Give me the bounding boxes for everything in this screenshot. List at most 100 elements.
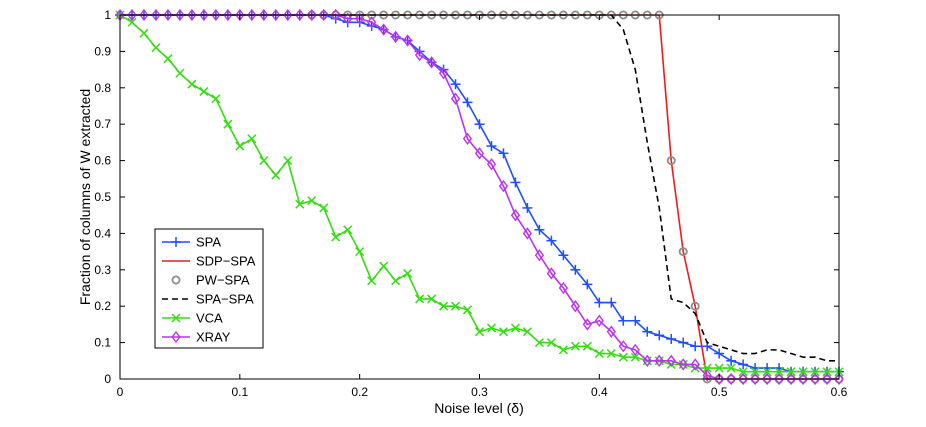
data-point-xray <box>426 56 437 69</box>
data-point-xray <box>558 281 569 295</box>
data-point-vca <box>702 363 712 373</box>
data-point-pw-spa <box>678 247 688 257</box>
data-point-xray <box>283 8 293 22</box>
data-point-xray <box>211 8 221 22</box>
data-point-vca <box>451 301 461 311</box>
data-point-pw-spa <box>690 301 700 311</box>
legend-item-sdp-spa: SDP−SPA <box>162 254 256 269</box>
legend-item-pw-spa: PW−SPA <box>171 273 250 288</box>
data-point-spa <box>594 297 605 308</box>
data-point-xray <box>762 372 772 386</box>
data-point-vca <box>403 268 413 278</box>
data-point-spa <box>570 264 581 275</box>
data-point-xray <box>355 12 365 25</box>
data-point-spa <box>582 279 593 290</box>
data-point-xray <box>642 354 652 367</box>
legend-label: XRAY <box>196 330 231 345</box>
data-point-xray <box>702 369 712 382</box>
data-point-spa <box>546 235 557 246</box>
data-point-xray <box>570 300 580 313</box>
data-point-spa <box>474 119 485 130</box>
x-tick-label: 0.4 <box>591 385 608 399</box>
data-point-vca <box>462 305 473 315</box>
data-point-xray <box>474 147 485 160</box>
x-tick-label: 0.3 <box>471 385 488 399</box>
y-tick-label: 0.3 <box>94 263 111 277</box>
data-point-spa <box>498 148 509 159</box>
data-point-vca <box>211 94 221 104</box>
data-point-vca <box>271 170 281 180</box>
legend-marker <box>171 275 181 285</box>
data-point-spa <box>558 250 569 261</box>
legend-label: SDP−SPA <box>196 254 256 269</box>
data-point-spa <box>486 141 497 152</box>
data-point-vca <box>474 327 485 337</box>
data-point-vca <box>187 79 197 89</box>
data-point-spa <box>690 341 701 352</box>
data-point-vca <box>510 323 520 333</box>
data-point-vca <box>139 28 149 38</box>
data-point-vca <box>235 141 245 151</box>
data-point-vca <box>822 367 832 377</box>
data-point-vca <box>582 341 592 351</box>
data-point-xray <box>822 372 832 386</box>
data-point-xray <box>714 372 724 386</box>
y-tick-label: 1 <box>104 8 111 22</box>
data-point-xray <box>379 23 389 36</box>
data-point-pw-spa <box>666 156 676 166</box>
data-point-xray <box>546 267 557 280</box>
data-point-xray <box>582 318 592 331</box>
legend-box <box>154 228 264 349</box>
data-point-vca <box>295 199 305 209</box>
data-point-xray <box>367 16 377 29</box>
data-point-xray <box>163 8 173 22</box>
data-point-xray <box>271 8 281 22</box>
data-point-vca <box>714 363 724 373</box>
data-point-xray <box>690 358 700 371</box>
data-point-vca <box>786 367 796 377</box>
data-point-xray <box>295 8 305 22</box>
data-point-vca <box>774 367 784 377</box>
data-point-xray <box>259 8 269 22</box>
data-point-vca <box>738 367 748 377</box>
data-point-vca <box>594 348 604 359</box>
legend-marker <box>171 330 181 344</box>
legend-item-spa: SPA <box>162 235 221 250</box>
data-point-spa <box>522 202 533 213</box>
legend-entries: SPA SDP−SPA PW−SPA SPA−SPA VCA XRAY <box>162 235 256 345</box>
data-point-xray <box>223 8 233 22</box>
data-point-xray <box>139 8 149 22</box>
y-tick-label: 0.9 <box>94 44 111 58</box>
y-tick-label: 0.7 <box>94 117 111 131</box>
data-point-xray <box>331 8 341 22</box>
data-point-vca <box>546 338 556 348</box>
data-point-vca <box>726 363 736 373</box>
data-point-xray <box>798 372 808 386</box>
series-vca <box>115 10 844 377</box>
data-point-vca <box>486 323 497 333</box>
data-point-vca <box>163 54 173 64</box>
data-point-vca <box>391 276 401 286</box>
data-point-vca <box>259 156 269 166</box>
data-point-xray <box>726 372 736 386</box>
data-point-spa <box>738 359 749 370</box>
legend-label: PW−SPA <box>196 273 250 288</box>
data-point-xray <box>678 358 688 371</box>
data-point-vca <box>570 341 580 351</box>
data-point-spa <box>606 297 617 308</box>
data-point-xray <box>498 179 509 193</box>
data-point-xray <box>127 8 137 22</box>
data-point-xray <box>618 340 628 353</box>
x-tick-label: 0.2 <box>351 385 368 399</box>
data-point-spa <box>726 355 737 366</box>
data-point-spa <box>510 177 521 188</box>
data-point-vca <box>558 345 568 355</box>
data-point-xray <box>834 372 844 386</box>
data-point-xray <box>522 227 533 240</box>
data-point-spa <box>654 330 665 341</box>
y-tick-label: 0.8 <box>94 81 111 95</box>
data-point-xray <box>774 372 784 386</box>
data-point-xray <box>450 92 461 105</box>
data-point-spa <box>642 326 653 337</box>
data-point-xray <box>666 354 676 367</box>
